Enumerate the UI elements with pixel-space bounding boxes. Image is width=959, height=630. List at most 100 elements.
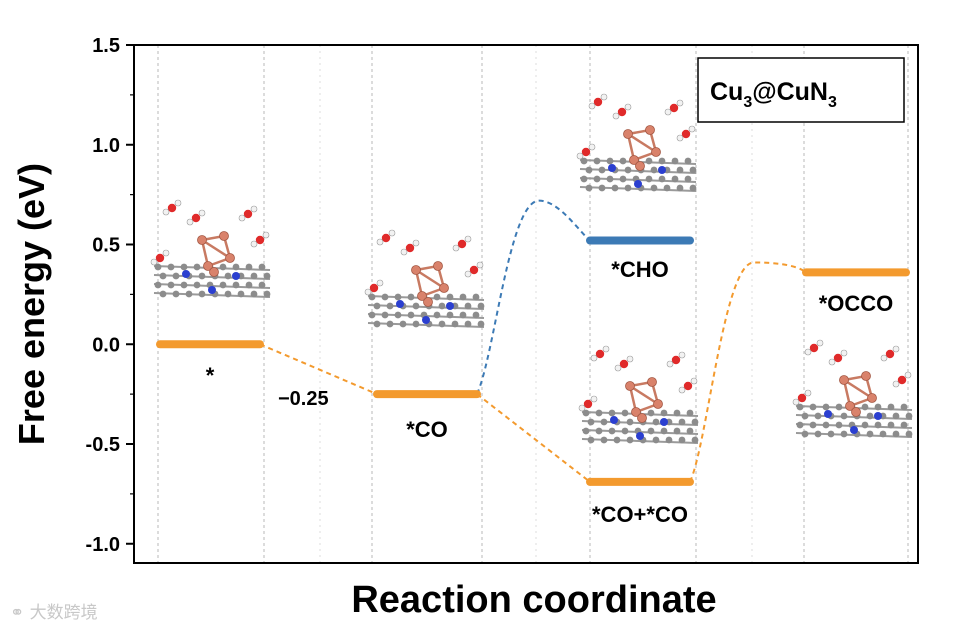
oxygen-atom (617, 107, 627, 117)
oxygen-atom (669, 103, 679, 113)
cu-atom (653, 399, 663, 409)
carbon-atom (433, 293, 441, 301)
carbon-atom (394, 293, 402, 301)
carbon-atom (399, 320, 407, 328)
carbon-atom (645, 157, 653, 165)
y-tick-label: -0.5 (86, 434, 120, 456)
cu-atom (631, 407, 641, 417)
oxygen-atom (595, 349, 605, 359)
cu-atom (439, 283, 449, 293)
carbon-atom (446, 293, 454, 301)
oxygen-atom (469, 265, 479, 275)
nitrogen-atom (232, 272, 240, 280)
cu-atom (625, 381, 635, 391)
carbon-atom (861, 421, 869, 429)
carbon-atom (598, 166, 606, 174)
hydrogen-atom (162, 208, 170, 216)
oxygen-atom (619, 359, 629, 369)
cluster-structures (150, 93, 913, 444)
state-label: * (206, 363, 215, 388)
carbon-atom (154, 263, 162, 271)
carbon-atom (608, 409, 616, 417)
hydrogen-atom (678, 386, 686, 394)
carbon-atom (809, 403, 817, 411)
carbon-atom (368, 311, 376, 319)
carbon-atom (624, 184, 632, 192)
carbon-atom (879, 430, 887, 438)
carbon-atom (451, 320, 459, 328)
carbon-atom (258, 281, 266, 289)
cu-atom (423, 297, 433, 307)
carbon-atom (874, 421, 882, 429)
hydrogen-atom (476, 261, 484, 269)
carbon-atom (684, 175, 692, 183)
hydrogen-atom (174, 199, 182, 207)
carbon-atom (477, 320, 485, 328)
oxygen-atom (681, 129, 691, 139)
state-label: *CHO (611, 257, 668, 282)
hydrogen-atom (464, 270, 472, 278)
carbon-atom (595, 409, 603, 417)
watermark: ⚭ 大数跨境 (10, 598, 98, 623)
carbon-atom (626, 418, 634, 426)
carbon-atom (613, 436, 621, 444)
cu-atom (645, 125, 655, 135)
connector-line (476, 393, 591, 483)
oxygen-atom (243, 209, 253, 219)
hydrogen-atom (614, 364, 622, 372)
x-axis-title: Reaction coordinate (351, 579, 716, 621)
connector-line (476, 199, 591, 395)
hydrogen-atom (892, 380, 900, 388)
cu-atom (861, 371, 871, 381)
hydrogen-atom (388, 229, 396, 237)
carbon-atom (193, 263, 201, 271)
oxygen-atom (191, 213, 201, 223)
oxygen-atom (593, 97, 603, 107)
carbon-atom (689, 166, 697, 174)
nitrogen-atom (208, 286, 216, 294)
carbon-atom (373, 320, 381, 328)
hydrogen-atom (198, 209, 206, 217)
state-label: *CO (406, 417, 448, 442)
hydrogen-atom (626, 355, 634, 363)
barrier-annotation: −0.25 (278, 388, 329, 410)
cu-bond (627, 132, 657, 154)
y-tick-label: 1.5 (92, 35, 120, 57)
legend-box: Cu3@CuN3 (697, 57, 905, 123)
carbon-atom (684, 157, 692, 165)
oxygen-atom (897, 375, 907, 385)
hydrogen-atom (804, 389, 812, 397)
hydrogen-atom (666, 360, 674, 368)
legend-text-sub2: 3 (828, 94, 837, 111)
oxygen-atom (167, 203, 177, 213)
carbon-atom (905, 430, 913, 438)
hydrogen-atom (904, 371, 912, 379)
hydrogen-atom (150, 258, 158, 266)
oxygen-atom (885, 349, 895, 359)
carbon-atom (900, 403, 908, 411)
cu-atom (867, 393, 877, 403)
cu-bond (415, 268, 445, 290)
plot-frame (133, 44, 919, 564)
carbon-atom (673, 409, 681, 417)
carbon-atom (611, 184, 619, 192)
carbon-atom (892, 412, 900, 420)
carbon-atom (866, 412, 874, 420)
carbon-atom (663, 184, 671, 192)
carbon-atom (809, 421, 817, 429)
carbon-atom (678, 418, 686, 426)
carbon-atom (167, 281, 175, 289)
carbon-atom (580, 157, 588, 165)
legend-text-part2: @CuN (752, 78, 828, 106)
y-tick-label: -1.0 (86, 534, 120, 556)
carbon-atom (660, 427, 668, 435)
cu-atom (647, 377, 657, 387)
hydrogen-atom (162, 249, 170, 257)
carbon-atom (250, 272, 258, 280)
carbon-atom (621, 427, 629, 435)
carbon-atom (892, 430, 900, 438)
nitrogen-atom (610, 416, 618, 424)
carbon-atom (593, 175, 601, 183)
carbon-atom (250, 290, 258, 298)
cluster-structure-icon (578, 345, 699, 444)
